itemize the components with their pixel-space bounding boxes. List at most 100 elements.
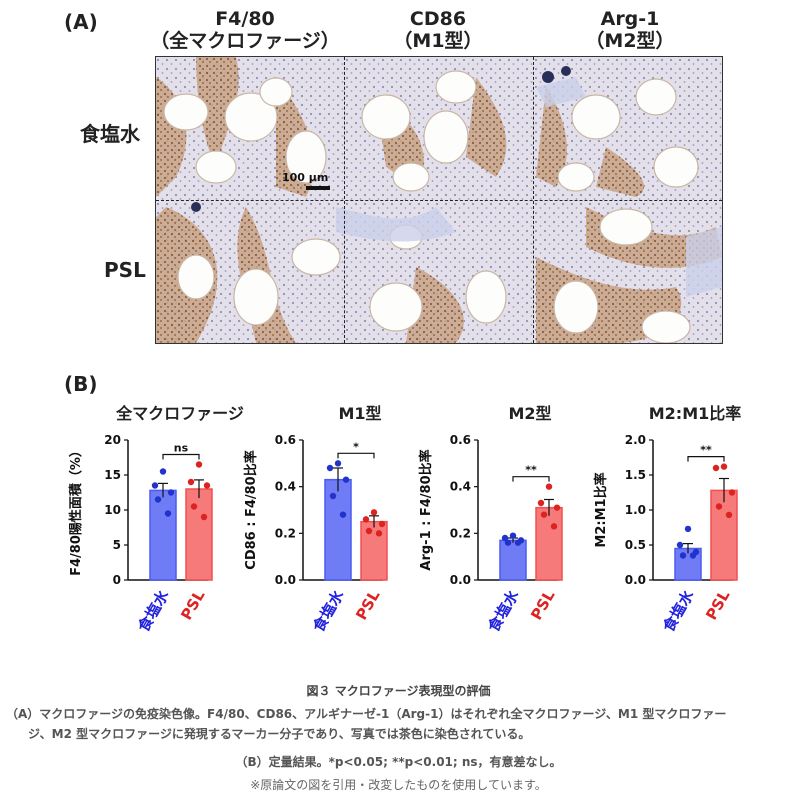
data-point [715,503,723,510]
scale-bar-label: 100 μm [282,171,329,184]
y-tick-label: 0.4 [275,480,296,494]
data-point [689,552,697,559]
data-point [378,520,386,528]
data-point [329,492,337,500]
y-tick-label: 1.0 [625,503,646,517]
data-point [501,534,509,542]
column-header-cd86-line2: （M1型） [393,30,483,52]
y-axis-label: CD86 : F4/80比率 [243,450,259,569]
bar-chart-total-macrophage: F4/80陽性面積（%） 0 5 10 15 20 食塩水 PSL ns [68,433,213,635]
data-point [164,510,172,517]
significance-label: ** [700,444,712,457]
data-point [203,482,211,489]
data-point [342,476,350,483]
data-point [187,478,195,486]
category-label-psl: PSL [352,587,383,624]
data-point [370,509,378,516]
significance-bracket [337,452,375,459]
column-header-cd86-line1: CD86 [409,8,467,30]
y-tick-label: 1.5 [625,468,646,482]
y-tick-label: 15 [104,468,121,482]
y-axis-label: M2:M1比率 [593,472,609,547]
data-point [684,525,692,533]
caption-panel-a: （A）マクロファージの免疫染色像。F4/80、CD86、アルギナーゼ-1（Arg… [6,704,796,744]
data-point [725,511,733,519]
data-point [167,489,175,496]
bar-psl [185,488,213,581]
data-point [712,464,720,472]
category-label-saline: 食塩水 [659,586,698,635]
data-point [509,532,517,539]
bar-chart-m1: CD86 : F4/80比率 0.0 0.2 0.4 0.6 食塩水 PSL * [243,433,388,635]
bar-chart-m2-m1-ratio: M2:M1比率 0.0 0.5 1.0 1.5 2.0 食塩水 PSL ** [593,433,738,635]
y-tick-label: 0.5 [625,538,646,552]
column-header-arg1: Arg-1 （M2型） [535,8,725,52]
data-point [326,464,334,472]
y-tick-label: 0.4 [450,480,471,494]
data-point [151,482,159,489]
data-point [679,552,687,559]
category-label-psl: PSL [527,587,558,624]
y-tick-label: 2.0 [625,433,646,447]
data-point [545,483,553,490]
bar-psl [535,506,563,581]
significance-bracket [512,476,550,482]
data-point [154,496,162,503]
significance-bracket [687,456,725,462]
data-point [504,539,512,546]
data-point [375,530,383,537]
caption-panel-a-line2: ジ、M2 型マクロファージに発現するマーカー分子であり、写真では茶色に染色されて… [28,727,531,741]
data-point [676,541,684,549]
y-tick-label: 0 [113,573,121,587]
data-point [334,460,342,467]
y-tick-label: 0.0 [625,573,646,587]
category-label-psl: PSL [702,587,733,624]
category-label-saline: 食塩水 [309,586,348,635]
grid-divider-horizontal [156,200,722,201]
y-tick-label: 5 [113,538,121,552]
category-label-saline: 食塩水 [134,586,173,635]
significance-label: * [353,440,359,453]
column-header-f480: F4/80 （全マクロファージ） [150,8,340,52]
y-tick-label: 0.2 [275,526,296,540]
caption-panel-a-line1: （A）マクロファージの免疫染色像。F4/80、CD86、アルギナーゼ-1（Arg… [6,707,727,721]
figure-caption-title: 図３ マクロファージ表現型の評価 [306,684,491,698]
y-tick-label: 0.6 [275,433,296,447]
chart-title-total: 全マクロファージ [116,404,244,423]
category-label-saline: 食塩水 [484,586,523,635]
panel-a-label: (A) [64,10,98,34]
microscopy-image-grid: 100 μm [155,56,723,344]
bar-psl [710,489,738,581]
significance-label: ns [174,442,189,455]
data-point [720,463,728,470]
column-header-arg1-line1: Arg-1 [600,8,660,30]
column-header-f480-line2: （全マクロファージ） [150,30,340,52]
category-label-psl: PSL [177,587,208,624]
bar-chart-m2: Arg-1 : F4/80比率 0.0 0.2 0.4 0.6 食塩水 PSL ** [418,433,563,635]
data-point [200,513,208,521]
y-axis-label: F4/80陽性面積（%） [68,444,84,576]
data-point [362,516,370,523]
data-point [190,503,198,510]
row-header-saline: 食塩水 [80,122,140,146]
chart-title-ratio: M2:M1比率 [648,404,742,423]
column-header-arg1-line2: （M2型） [585,30,675,52]
scale-bar [306,186,330,190]
caption-note: ※原論文の図を引用・改変したものを使用しています。 [250,778,547,792]
y-tick-label: 20 [104,433,121,447]
bar-psl [360,520,388,581]
y-tick-label: 0.2 [450,526,471,540]
y-tick-label: 10 [104,503,121,517]
data-point [537,499,545,507]
chart-title-m1: M1型 [338,404,382,423]
y-tick-label: 0.0 [275,573,296,587]
panel-b-label: (B) [64,372,98,396]
data-point [195,461,203,468]
data-point [365,527,373,535]
data-point [550,523,558,530]
bar-saline [324,478,352,581]
row-header-psl: PSL [104,258,146,282]
bar-saline [149,489,177,581]
y-axis-label: Arg-1 : F4/80比率 [418,449,434,570]
bar-saline [499,539,527,581]
